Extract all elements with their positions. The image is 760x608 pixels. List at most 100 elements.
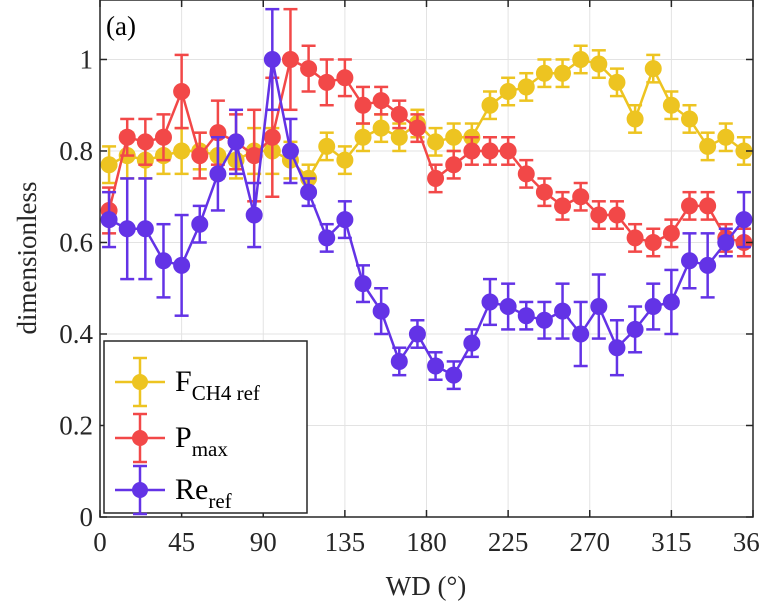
data-point [644, 298, 662, 316]
legend-label: Pmax [175, 421, 228, 461]
data-point [136, 133, 154, 151]
data-point [390, 128, 408, 146]
data-point [336, 151, 354, 169]
data-point [554, 197, 572, 215]
data-point [535, 183, 553, 201]
y-axis-title: dimensionless [12, 182, 42, 335]
legend-label-sub: max [192, 437, 229, 461]
series-3 [100, 7, 753, 391]
data-point [554, 64, 572, 82]
data-point [463, 334, 481, 352]
y-tick-label: 1 [80, 44, 94, 74]
series-1 [100, 44, 753, 194]
data-point [481, 293, 499, 311]
series-2 [100, 7, 753, 258]
data-point [336, 211, 354, 229]
x-tick-label: 360 [733, 527, 760, 557]
y-tick-label: 0.4 [59, 319, 93, 349]
data-point [572, 50, 590, 68]
data-point [662, 224, 680, 242]
data-point [608, 339, 626, 357]
x-tick-label: 180 [406, 527, 447, 557]
data-point [227, 133, 245, 151]
data-point [699, 197, 717, 215]
legend-label-main: F [175, 365, 192, 398]
legend-marker [132, 430, 148, 446]
data-point [517, 78, 535, 96]
data-point [699, 137, 717, 155]
data-point [209, 165, 227, 183]
data-point [173, 256, 191, 274]
data-point [499, 83, 517, 101]
y-tick-label: 0.2 [59, 410, 93, 440]
data-point [281, 142, 299, 160]
data-point [481, 96, 499, 114]
legend-marker [132, 374, 148, 390]
data-point [572, 188, 590, 206]
data-point [517, 307, 535, 325]
data-point [608, 73, 626, 91]
data-point [154, 252, 172, 270]
data-point [499, 298, 517, 316]
data-point [118, 220, 136, 238]
legend-label-main: P [175, 421, 192, 454]
data-point [626, 110, 644, 128]
tick-labels: 0 45 90 135 180 225 270 315 360 0 0.2 0.4 0.6 0.8 1 [59, 44, 760, 557]
data-point [281, 50, 299, 68]
data-point [608, 206, 626, 224]
data-point [626, 229, 644, 247]
data-point [336, 69, 354, 87]
data-point [154, 128, 172, 146]
y-tick-label: 0.6 [59, 227, 93, 257]
data-point [372, 119, 390, 137]
legend-label-sub: ref [208, 489, 231, 513]
data-point [517, 165, 535, 183]
data-point [100, 211, 118, 229]
panel-label: (a) [106, 11, 136, 41]
data-point [535, 64, 553, 82]
data-point [681, 110, 699, 128]
data-point [590, 55, 608, 73]
data-point [481, 142, 499, 160]
data-point [408, 119, 426, 137]
legend-marker [132, 482, 148, 498]
data-point [173, 83, 191, 101]
data-point [390, 105, 408, 123]
data-point [662, 96, 680, 114]
data-point [590, 298, 608, 316]
legend-label-sub: CH4 ref [192, 381, 260, 405]
data-point [354, 128, 372, 146]
data-point [681, 252, 699, 270]
data-point [572, 325, 590, 343]
y-tick-label: 0 [80, 502, 94, 532]
data-point [554, 302, 572, 320]
data-point [427, 357, 445, 375]
data-point [263, 128, 281, 146]
legend-label: Reref [175, 473, 232, 513]
x-axis-title: WD (°) [386, 571, 467, 601]
data-point [191, 215, 209, 233]
x-tick-label: 90 [250, 527, 277, 557]
data-point [173, 142, 191, 160]
data-point [318, 73, 336, 91]
legend-label: FCH4 ref [175, 365, 260, 405]
x-tick-label: 270 [570, 527, 611, 557]
data-point [717, 233, 735, 251]
data-point [717, 128, 735, 146]
x-tick-label: 225 [488, 527, 529, 557]
data-point [354, 275, 372, 293]
data-point [590, 206, 608, 224]
data-point [735, 211, 753, 229]
data-point [318, 137, 336, 155]
data-point [136, 220, 154, 238]
data-point [118, 128, 136, 146]
data-point [463, 142, 481, 160]
x-tick-label: 315 [651, 527, 692, 557]
data-point [699, 256, 717, 274]
data-point [390, 352, 408, 370]
legend-entry-2: Pmax [115, 412, 228, 464]
data-point [427, 169, 445, 187]
y-tick-label: 0.8 [59, 136, 93, 166]
series-layer [100, 7, 753, 391]
